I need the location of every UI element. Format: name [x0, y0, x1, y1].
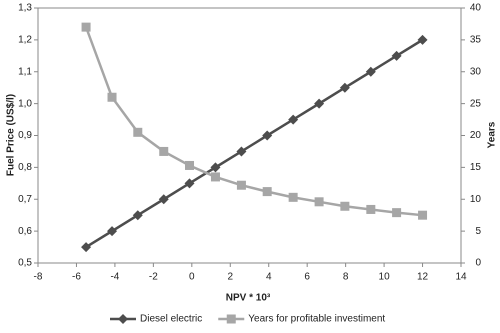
x-tick-label: 8	[343, 272, 349, 283]
point	[236, 146, 247, 157]
x-tick-label: 4	[266, 272, 272, 283]
x-tick-label: -2	[149, 272, 158, 283]
x-tick-label: 14	[455, 272, 467, 283]
y2-tick-label: 25	[470, 98, 482, 109]
point	[132, 210, 143, 221]
plot-frame	[37, 7, 462, 264]
x-tick-label: 10	[379, 272, 391, 283]
x-tick-label: -4	[110, 272, 119, 283]
point	[391, 50, 402, 61]
y-tick-label: 1,0	[18, 98, 32, 109]
y-tick-label: 1,3	[18, 3, 32, 14]
series-line	[85, 38, 424, 249]
y2-tick-label: 15	[470, 162, 482, 173]
y-tick-label: 0,8	[18, 162, 32, 173]
y2-tick-label: 20	[470, 130, 482, 141]
point	[81, 242, 92, 253]
point	[340, 201, 350, 211]
y2-tick-label: 0	[475, 258, 481, 269]
y-tick-label: 0,5	[18, 258, 32, 269]
point	[262, 130, 273, 141]
x-tick-label: 0	[189, 272, 195, 283]
series-line	[84, 26, 423, 217]
point	[226, 314, 236, 324]
y-tick-label: 1,1	[18, 66, 32, 77]
y-axis-label: Fuel Price (US$/l)	[6, 94, 17, 176]
point	[366, 204, 376, 214]
x-tick-label: 12	[417, 272, 429, 283]
y2-axis-label: Years	[487, 121, 498, 148]
point	[339, 82, 350, 93]
x-axis-label: NPV * 10³	[226, 293, 271, 304]
y-tick-label: 0,9	[18, 130, 32, 141]
point	[365, 66, 376, 77]
point	[118, 314, 128, 324]
y2-tick-label: 40	[470, 3, 482, 14]
point	[314, 197, 324, 207]
legend-label: Diesel electric	[140, 314, 202, 325]
point	[185, 160, 195, 170]
point	[158, 194, 169, 205]
point	[288, 192, 298, 202]
y2-tick-label: 35	[470, 35, 482, 46]
x-tick-label: 6	[304, 272, 310, 283]
y2-tick-label: 30	[470, 66, 482, 77]
x-tick-label: 2	[227, 272, 233, 283]
point	[210, 172, 220, 182]
point	[81, 22, 91, 32]
point	[314, 98, 325, 109]
y-tick-label: 1,2	[18, 35, 32, 46]
point	[236, 180, 246, 190]
point	[262, 187, 272, 197]
point	[288, 114, 299, 125]
point	[107, 92, 117, 102]
point	[417, 34, 428, 45]
point	[159, 146, 169, 156]
x-tick-label: -8	[34, 272, 43, 283]
point	[418, 210, 428, 220]
point	[392, 208, 402, 218]
point	[133, 127, 143, 137]
legend-label: Years for profitable investiment	[248, 314, 385, 325]
y-tick-label: 0,7	[18, 194, 32, 205]
point	[184, 178, 195, 189]
y-tick-label: 0,6	[18, 226, 32, 237]
y2-tick-label: 10	[470, 194, 482, 205]
y2-tick-label: 5	[475, 226, 481, 237]
point	[107, 226, 118, 237]
x-tick-label: -6	[72, 272, 81, 283]
point	[210, 162, 221, 173]
